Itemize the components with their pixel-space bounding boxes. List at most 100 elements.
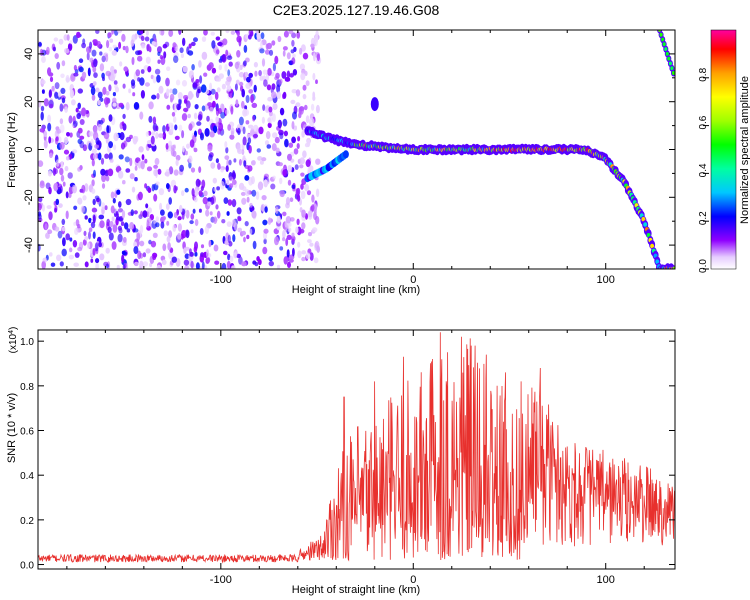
heatmap-cell <box>59 118 64 125</box>
heatmap-cell <box>237 227 242 233</box>
heatmap-cell <box>120 142 126 150</box>
heatmap-cell <box>146 166 153 172</box>
heatmap-cell <box>163 51 167 59</box>
heatmap-cell <box>226 260 231 269</box>
heatmap-cell <box>147 187 152 193</box>
heatmap-cell <box>213 244 219 252</box>
heatmap-cell <box>189 251 194 257</box>
heatmap-cell <box>202 196 208 205</box>
heatmap-cell <box>73 262 79 267</box>
heatmap-cell <box>285 216 292 224</box>
heatmap-cell <box>132 135 138 145</box>
heatmap-cell <box>98 214 105 220</box>
heatmap-cell <box>56 254 62 262</box>
colorbar-tick-label: 0.4 <box>698 163 709 177</box>
heatmap-cell <box>227 253 231 261</box>
heatmap-cell <box>296 143 300 149</box>
heatmap-cell <box>234 83 238 91</box>
heatmap-cell <box>245 82 251 89</box>
heatmap-cell <box>122 83 126 89</box>
heatmap-cell <box>173 55 179 63</box>
heatmap-cell <box>261 157 267 162</box>
heatmap-cell <box>188 123 193 131</box>
heatmap-cell <box>292 111 297 120</box>
heatmap-cell <box>108 84 112 92</box>
heatmap-cell <box>276 215 281 224</box>
heatmap-cell <box>166 183 170 190</box>
heatmap-cell <box>300 172 305 177</box>
heatmap-cell <box>120 221 125 226</box>
heatmap-cell <box>107 125 111 134</box>
heatmap-cells <box>38 30 675 269</box>
heatmap-cell <box>226 76 232 82</box>
heatmap-cell <box>124 156 130 163</box>
heatmap-cell <box>228 159 232 166</box>
heatmap-cell <box>236 30 240 36</box>
heatmap-cell <box>268 260 274 267</box>
heatmap-cell <box>54 82 60 90</box>
heatmap-cell <box>238 159 242 166</box>
heatmap-cell <box>209 106 214 113</box>
heatmap-cell <box>251 160 256 166</box>
heatmap-cell <box>261 116 265 124</box>
heatmap-cell <box>235 99 239 107</box>
heatmap-cell <box>139 111 144 120</box>
heatmap-cell <box>69 89 74 99</box>
colorbar-tick-label: 0.6 <box>698 115 709 129</box>
heatmap-cell <box>65 156 70 161</box>
heatmap-cell <box>95 258 100 264</box>
heatmap-cell <box>299 47 303 55</box>
heatmap-cell <box>184 150 188 156</box>
heatmap-cell <box>197 114 203 121</box>
heatmap-cell <box>252 240 257 250</box>
heatmap-cell <box>297 250 302 259</box>
heatmap-cell <box>265 131 271 140</box>
heatmap-cell <box>79 119 85 125</box>
heatmap-cell <box>144 82 150 87</box>
heatmap-cell <box>244 71 249 78</box>
heatmap-cell <box>184 264 190 269</box>
heatmap-cell <box>315 158 321 165</box>
heatmap-cell <box>305 115 310 124</box>
heatmap-cell <box>48 211 53 221</box>
heatmap-cell <box>95 137 100 145</box>
x-tick-label: 0 <box>410 574 416 586</box>
heatmap-cell <box>289 217 295 222</box>
heatmap-cell <box>199 132 205 141</box>
heatmap-cell <box>38 160 44 167</box>
heatmap-cell <box>218 64 222 71</box>
heatmap-cell <box>257 156 263 161</box>
heatmap-cell <box>52 167 57 176</box>
heatmap-cell <box>272 102 278 111</box>
heatmap-cell <box>93 125 98 135</box>
heatmap-cell <box>208 240 212 248</box>
heatmap-cell <box>84 215 88 220</box>
heatmap-cell <box>226 221 232 228</box>
heatmap-cell <box>279 246 284 251</box>
heatmap-cell <box>209 82 213 92</box>
heatmap-cell <box>267 96 273 102</box>
y-tick-label: 0.6 <box>20 427 34 438</box>
heatmap-cell <box>263 79 268 87</box>
heatmap-cell <box>245 189 250 197</box>
heatmap-cell <box>230 130 234 136</box>
heatmap-cell <box>41 260 46 269</box>
heatmap-cell <box>55 136 59 142</box>
heatmap-cell <box>221 83 226 90</box>
branch-cell <box>667 56 671 61</box>
heatmap-cell <box>316 53 320 62</box>
heatmap-cell <box>102 86 107 95</box>
heatmap-cell <box>287 153 292 161</box>
heatmap-cell <box>133 241 138 248</box>
heatmap-cell <box>243 236 246 243</box>
heatmap-cell <box>148 46 152 53</box>
heatmap-cell <box>170 97 173 103</box>
heatmap-cell <box>296 31 301 39</box>
heatmap-cell <box>118 170 124 179</box>
heatmap-cell <box>69 247 73 253</box>
isolated-blob <box>370 97 379 112</box>
heatmap-cell <box>93 169 96 178</box>
heatmap-cell <box>282 91 287 99</box>
heatmap-cell <box>46 205 52 210</box>
heatmap-cell <box>244 175 250 181</box>
